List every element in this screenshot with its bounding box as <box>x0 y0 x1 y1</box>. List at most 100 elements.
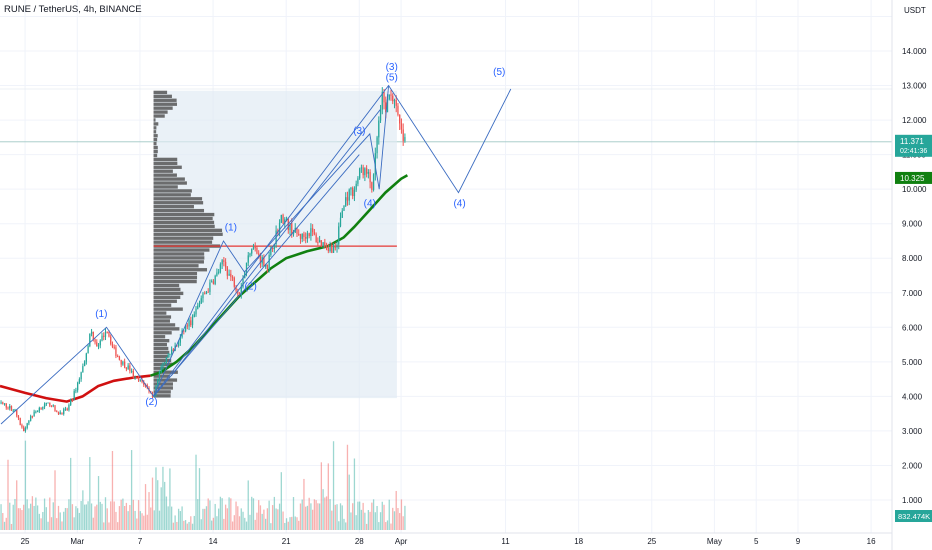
candle-body <box>312 228 314 233</box>
volume-bar <box>258 500 260 530</box>
volume-bar <box>306 505 309 530</box>
wave-label[interactable]: (4) <box>453 198 465 209</box>
elliott-wave-drawings[interactable]: (1)(2)(1)(2)(3)(4)(3)(5)(4)(5) <box>0 62 512 425</box>
candle-body <box>33 411 35 417</box>
volume-bar <box>167 506 169 530</box>
volume-bar <box>296 517 298 530</box>
wave-label[interactable]: (3) <box>353 126 365 137</box>
candle-body <box>0 402 2 404</box>
candle-body <box>38 407 40 412</box>
candle-body <box>305 237 307 239</box>
volume-bar <box>193 515 195 530</box>
candle-body <box>284 219 286 224</box>
volume-bar <box>242 511 244 530</box>
price-tick-label: 4.000 <box>902 392 923 401</box>
candle-body <box>317 242 319 244</box>
volume-bar <box>353 458 356 530</box>
wave-line[interactable] <box>170 109 381 376</box>
currency-label[interactable]: USDT <box>904 6 926 15</box>
price-axis[interactable]: 1.000 2.000 3.000 4.000 5.000 6.000 7.000 8.000… <box>891 0 927 550</box>
volume-bar <box>190 516 192 530</box>
volume-bar <box>141 513 143 530</box>
volume-bar <box>278 503 281 530</box>
volume-bar <box>397 508 399 530</box>
candle-body <box>320 240 323 247</box>
candle-body <box>350 187 352 190</box>
price-tags: 11.371 02:41:36 10.325 832.474K <box>895 134 932 522</box>
volume-bar <box>322 489 324 530</box>
volume-bar <box>132 499 134 530</box>
wave-label[interactable]: (1) <box>95 309 107 320</box>
profile-bar <box>153 338 170 343</box>
volume-bar <box>219 496 222 530</box>
volume-bar <box>103 522 105 530</box>
profile-bar <box>153 232 223 236</box>
candle-body <box>139 379 141 381</box>
volume-bar <box>150 507 152 530</box>
volume-bar <box>393 511 396 530</box>
time-tick-label: 25 <box>647 537 656 546</box>
candle-body <box>299 234 302 239</box>
candle-body <box>125 367 128 369</box>
candle-body <box>9 405 11 409</box>
profile-bar <box>153 354 168 359</box>
volume-bar <box>172 522 175 530</box>
candle-body <box>238 293 241 295</box>
wave-label[interactable]: (2) <box>245 281 257 292</box>
candle-body <box>96 342 98 347</box>
wave-label[interactable]: (5) <box>386 72 398 83</box>
volume-bar <box>313 499 316 530</box>
volume-bar <box>52 502 54 530</box>
candle-body <box>164 362 166 364</box>
candle-body <box>97 345 100 347</box>
candle-body <box>45 402 47 405</box>
volume-bar <box>341 505 343 530</box>
wave-label[interactable]: (3) <box>386 62 398 73</box>
wave-line[interactable] <box>153 154 360 397</box>
profile-bar <box>153 335 166 339</box>
volume-bar <box>305 506 307 530</box>
profile-bar <box>153 236 214 240</box>
wave-label[interactable]: (4) <box>364 198 376 209</box>
wave-label[interactable]: (1) <box>225 223 237 234</box>
candle-body <box>165 357 168 363</box>
profile-bar <box>153 122 159 126</box>
profile-bar <box>153 256 205 260</box>
volume-bar <box>247 480 249 530</box>
wave-line[interactable] <box>0 84 512 425</box>
volume-bar <box>129 505 131 530</box>
volume-bar <box>16 480 18 530</box>
candle-body <box>130 370 133 372</box>
profile-bar <box>153 224 215 229</box>
volume-bar <box>207 498 209 530</box>
volume-bar <box>3 521 6 530</box>
volume-bar <box>399 513 401 530</box>
volume-bar <box>130 450 133 530</box>
wave-label[interactable]: (5) <box>493 67 505 78</box>
volume-bar <box>9 502 11 530</box>
volume-bar <box>97 476 100 530</box>
time-axis[interactable]: 25 Mar 7 14 21 28 Apr 11 18 25 May 5 9 16 <box>0 532 892 546</box>
candle-body <box>167 354 169 358</box>
profile-bar <box>153 287 181 292</box>
volume-bar <box>284 522 286 530</box>
volume-profile[interactable] <box>153 90 397 399</box>
time-tick-label: 21 <box>282 537 291 546</box>
candle-body <box>68 404 70 410</box>
volume-bar <box>36 505 39 530</box>
profile-bar <box>153 228 223 233</box>
candle-body <box>26 423 28 429</box>
candle-body <box>17 415 20 419</box>
volume-bar <box>85 504 87 530</box>
bar-countdown: 02:41:36 <box>900 148 927 155</box>
candle-body <box>404 137 406 141</box>
volume-bar <box>26 499 28 530</box>
volume-bar <box>259 505 262 530</box>
candle-body <box>291 223 293 235</box>
symbol-title[interactable]: RUNE / TetherUS, 4h, BINANCE <box>4 4 142 15</box>
wave-label[interactable]: (2) <box>145 397 157 408</box>
volume-bar <box>325 496 328 530</box>
volume-bar <box>240 508 242 530</box>
candle-body <box>355 183 357 190</box>
